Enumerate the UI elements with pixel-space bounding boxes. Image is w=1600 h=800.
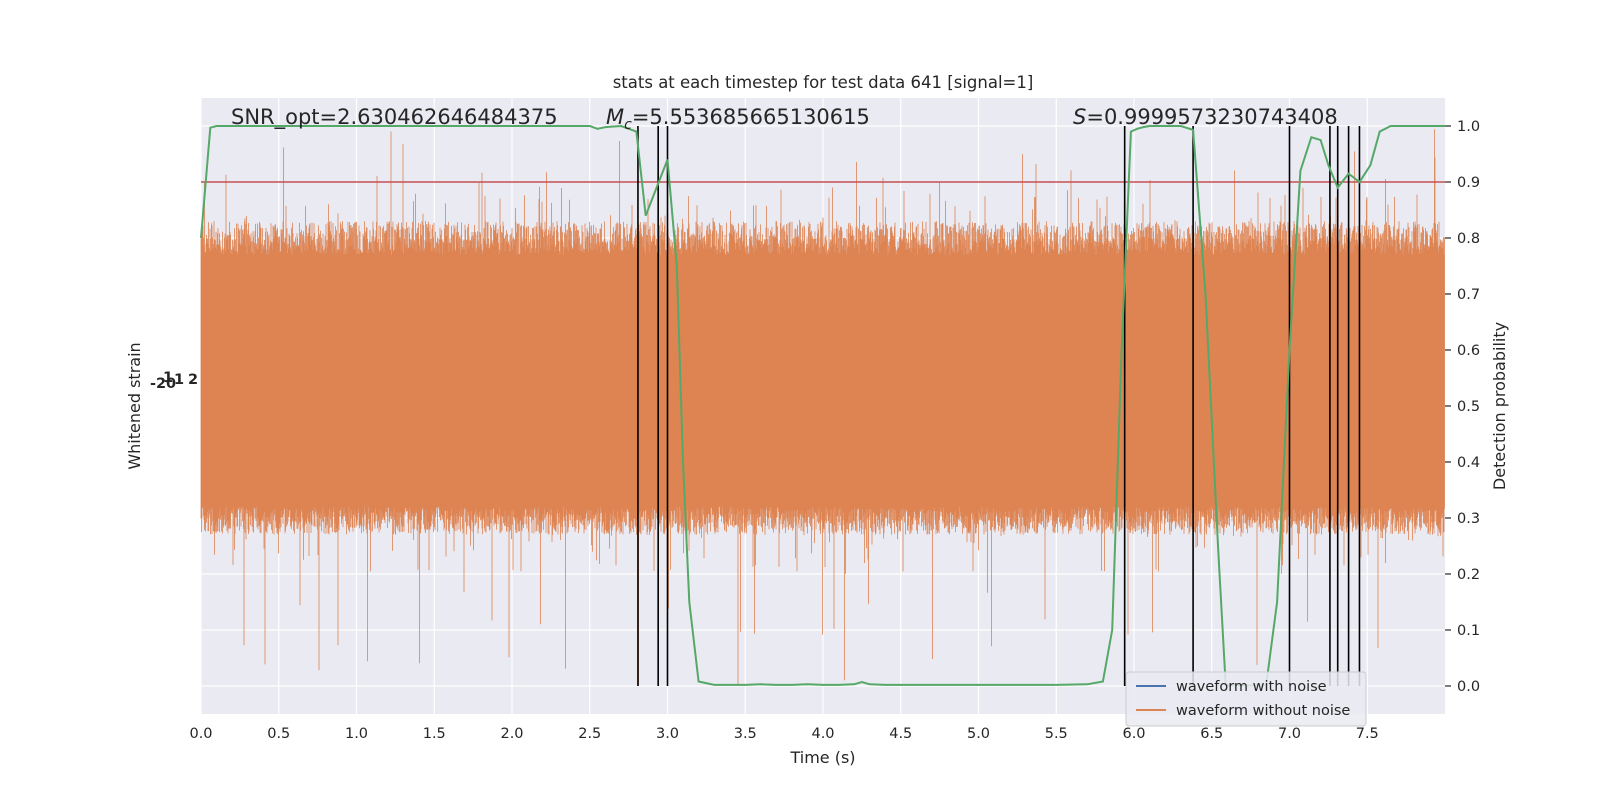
- legend: waveform with noise waveform without noi…: [1125, 671, 1367, 727]
- y-right-tick-label: 1.0: [1457, 119, 1480, 135]
- y-right-tick-label: 0.4: [1457, 455, 1480, 471]
- x-tick-label: 7.0: [1278, 726, 1301, 742]
- x-tick-label: 4.0: [811, 726, 834, 742]
- y-right-tick-label: 0.0: [1457, 679, 1480, 695]
- x-tick-label: 1.5: [423, 726, 446, 742]
- x-tick-label: 6.0: [1122, 726, 1145, 742]
- x-tick-label: 7.5: [1356, 726, 1379, 742]
- legend-label-with-noise: waveform with noise: [1176, 679, 1327, 695]
- y-right-axis-label: Detection probability: [1490, 322, 1509, 490]
- y-right-tick-label: 0.3: [1457, 511, 1480, 527]
- y-right-tick-label: 0.2: [1457, 567, 1480, 583]
- y-right-tick-label: 0.1: [1457, 623, 1480, 639]
- x-tick-label: 6.5: [1200, 726, 1223, 742]
- y-right-tick-label: 0.7: [1457, 287, 1480, 303]
- y-right-tick-label: 0.5: [1457, 399, 1480, 415]
- x-tick-label: 2.5: [578, 726, 601, 742]
- left-tick-label: 2: [188, 372, 198, 388]
- chirp-mass-annotation: Mc=5.553685665130615: [606, 105, 870, 133]
- mc-symbol: M: [606, 105, 624, 129]
- x-tick-label: 1.0: [345, 726, 368, 742]
- legend-label-without-noise: waveform without noise: [1176, 703, 1350, 719]
- x-tick-label: 5.0: [967, 726, 990, 742]
- left-tick-label: 0: [166, 376, 176, 392]
- y-right-tick-label: 0.9: [1457, 175, 1480, 191]
- y-right-tick-label: 0.8: [1457, 231, 1480, 247]
- snr-annotation: SNR_opt=2.630462646484375: [231, 105, 558, 130]
- left-tick-label: -2: [150, 376, 166, 392]
- detection-probability-line: [200, 124, 1445, 687]
- left-axis-tick-labels: -2 1 0 1 2: [150, 370, 198, 392]
- s-value: =0.9999573230743408: [1086, 105, 1337, 129]
- x-tick-label: 0.0: [189, 726, 212, 742]
- x-tick-label: 2.0: [500, 726, 523, 742]
- left-tick-label: 1: [163, 370, 173, 386]
- x-axis-ticks: 0.0 0.5 1.0 1.5 2.0 2.5 3.0 3.5 4.0 4.5 5.0 5.5 6.0 6…: [189, 726, 1378, 742]
- s-symbol: S: [1073, 105, 1086, 129]
- s-annotation: S=0.9999573230743408: [1073, 105, 1338, 129]
- x-tick-label: 0.5: [267, 726, 290, 742]
- y-right-tick-label: 0.6: [1457, 343, 1480, 359]
- chart-title: stats at each timestep for test data 641…: [613, 73, 1034, 92]
- y-left-axis-label: Whitened strain: [125, 342, 144, 469]
- x-axis-label: Time (s): [789, 748, 855, 767]
- x-tick-label: 3.5: [734, 726, 757, 742]
- left-tick-label: 1: [174, 372, 184, 388]
- mc-value: =5.553685665130615: [632, 105, 870, 129]
- strain-band: [200, 129, 1445, 686]
- x-tick-label: 5.5: [1045, 726, 1068, 742]
- legend-box: [1125, 671, 1367, 727]
- strain-waveform-without-noise: [200, 129, 1445, 686]
- x-tick-label: 4.5: [889, 726, 912, 742]
- y-right-axis-ticks: 0.0 0.1 0.2 0.3 0.4 0.5 0.6 0.7 0.8 0.9 1.0: [1445, 119, 1480, 695]
- mc-subscript: c: [624, 117, 632, 133]
- x-tick-label: 3.0: [656, 726, 679, 742]
- trigger-lines: [637, 126, 1361, 686]
